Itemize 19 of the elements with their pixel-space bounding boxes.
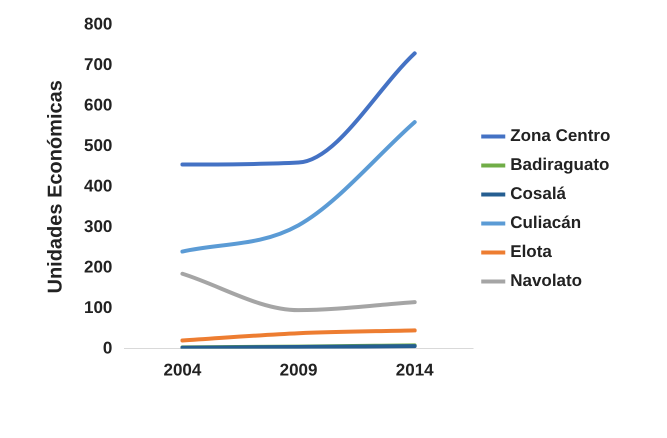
y-tick-label: 300 [84, 216, 112, 236]
y-tick-label: 700 [84, 55, 112, 74]
y-tick-label: 500 [84, 136, 112, 156]
x-tick-label: 2004 [164, 360, 202, 380]
y-axis-title: Unidades Económicas [44, 80, 67, 294]
x-tick-label: 2009 [280, 360, 318, 380]
legend-label: Culiacán [510, 213, 582, 232]
legend-label: Elota [510, 242, 552, 262]
y-tick-label: 400 [84, 176, 112, 196]
legend-label: Cosalá [510, 184, 567, 204]
legend-label: Zona Centro [510, 126, 610, 146]
y-tick-label: 800 [84, 14, 112, 34]
y-tick-label: 200 [84, 257, 112, 276]
y-tick-label: 100 [84, 298, 112, 317]
x-tick-label: 2014 [396, 360, 434, 380]
y-tick-label: 0 [102, 338, 112, 358]
y-tick-label: 600 [84, 96, 112, 115]
legend-label: Badiraguato [510, 155, 610, 174]
legend-label: Navolato [510, 271, 582, 290]
